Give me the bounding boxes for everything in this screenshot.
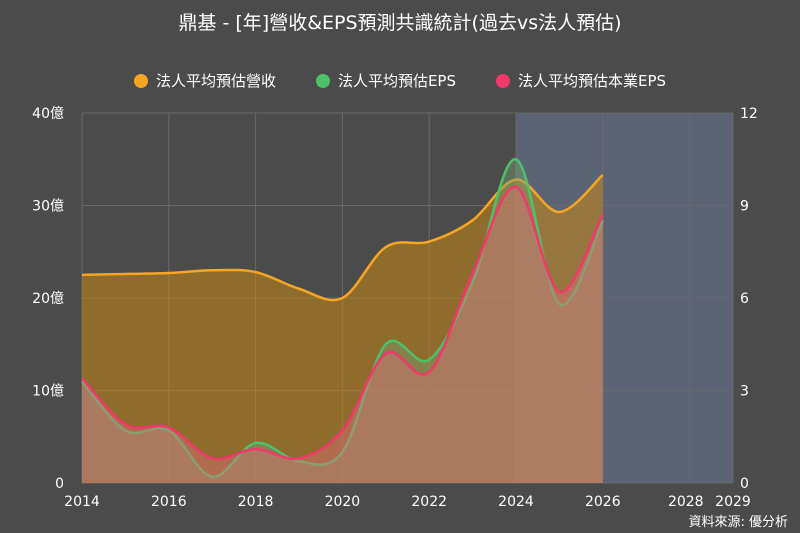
x-tick-label: 2028 <box>668 494 704 510</box>
legend-item-core-eps[interactable]: 法人平均預估本業EPS <box>496 70 666 91</box>
y-right-tick-label: 12 <box>740 106 758 122</box>
y-right-tick-label: 3 <box>740 384 749 400</box>
x-tick-label: 2029 <box>715 494 751 510</box>
x-tick-label: 2014 <box>64 494 100 510</box>
legend-marker-core-eps <box>496 73 510 88</box>
legend-marker-eps <box>315 73 330 88</box>
legend-item-eps[interactable]: 法人平均預估EPS <box>315 70 456 91</box>
legend-item-revenue[interactable]: 法人平均預估營收 <box>133 70 276 91</box>
legend-label-eps: 法人平均預估EPS <box>337 72 456 90</box>
legend: 法人平均預估營收 法人平均預估EPS 法人平均預估本業EPS <box>0 70 800 91</box>
y-left-tick-label: 10億 <box>32 384 64 400</box>
x-tick-label: 2026 <box>585 494 621 510</box>
y-right-tick-label: 9 <box>740 199 749 215</box>
x-tick-label: 2022 <box>411 494 447 510</box>
series-area-eps <box>82 159 603 483</box>
series-line-revenue <box>81 174 604 302</box>
x-tick-label: 2016 <box>151 494 187 510</box>
series-area-revenue <box>82 174 603 483</box>
chart-title: 鼎基 - [年]營收&EPS預測共識統計(過去vs法人預估) <box>178 12 622 34</box>
legend-label-core-eps: 法人平均預估本業EPS <box>518 72 667 90</box>
legend-marker-revenue <box>133 73 148 88</box>
x-tick-label: 2024 <box>498 494 534 510</box>
y-right-tick-label: 0 <box>740 476 749 492</box>
series-area-core-eps <box>82 186 603 483</box>
y-left-tick-label: 0 <box>55 476 64 492</box>
y-left-tick-label: 40億 <box>32 106 64 122</box>
x-tick-label: 2020 <box>325 494 361 510</box>
y-left-tick-label: 20億 <box>32 291 64 307</box>
x-tick-label: 2018 <box>238 494 274 510</box>
y-left-tick-label: 30億 <box>32 199 64 215</box>
legend-label-revenue: 法人平均預估營收 <box>155 72 276 90</box>
y-right-tick-label: 6 <box>740 291 749 307</box>
source-note: 資料來源: 優分析 <box>688 515 788 530</box>
series-line-core-eps <box>81 185 604 461</box>
